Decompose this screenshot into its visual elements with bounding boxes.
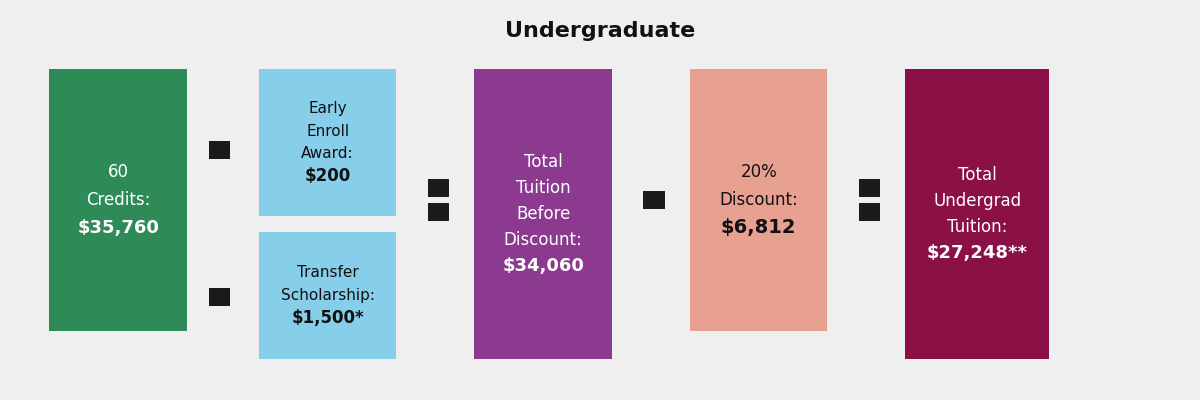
Text: Discount:: Discount: bbox=[719, 191, 798, 209]
FancyBboxPatch shape bbox=[859, 179, 880, 197]
Text: Scholarship:: Scholarship: bbox=[281, 288, 374, 303]
Text: Tuition: Tuition bbox=[516, 179, 570, 197]
Text: Before: Before bbox=[516, 205, 570, 223]
Text: $27,248**: $27,248** bbox=[926, 244, 1027, 262]
FancyBboxPatch shape bbox=[49, 69, 187, 331]
Text: Enroll: Enroll bbox=[306, 124, 349, 138]
FancyBboxPatch shape bbox=[209, 288, 230, 306]
FancyBboxPatch shape bbox=[859, 203, 880, 221]
Text: Total: Total bbox=[523, 153, 563, 171]
Text: $1,500*: $1,500* bbox=[292, 309, 364, 327]
Text: Award:: Award: bbox=[301, 146, 354, 161]
FancyBboxPatch shape bbox=[643, 191, 665, 209]
Text: $200: $200 bbox=[305, 167, 350, 185]
Text: $35,760: $35,760 bbox=[77, 219, 160, 237]
Text: 20%: 20% bbox=[740, 163, 778, 181]
Text: Tuition:: Tuition: bbox=[947, 218, 1007, 236]
Text: Total: Total bbox=[958, 166, 996, 184]
FancyBboxPatch shape bbox=[259, 69, 396, 216]
FancyBboxPatch shape bbox=[427, 203, 449, 221]
Text: Credits:: Credits: bbox=[86, 191, 150, 209]
Text: Transfer: Transfer bbox=[296, 265, 359, 280]
FancyBboxPatch shape bbox=[427, 179, 449, 197]
FancyBboxPatch shape bbox=[209, 142, 230, 159]
Text: 60: 60 bbox=[108, 163, 128, 181]
FancyBboxPatch shape bbox=[690, 69, 828, 331]
FancyBboxPatch shape bbox=[474, 69, 612, 359]
Text: Undergraduate: Undergraduate bbox=[505, 21, 695, 41]
Text: Early: Early bbox=[308, 101, 347, 116]
Text: Discount:: Discount: bbox=[504, 231, 582, 249]
Text: Undergrad: Undergrad bbox=[934, 192, 1021, 210]
Text: $34,060: $34,060 bbox=[502, 256, 584, 274]
FancyBboxPatch shape bbox=[259, 232, 396, 359]
FancyBboxPatch shape bbox=[905, 69, 1049, 359]
Text: $6,812: $6,812 bbox=[721, 218, 797, 237]
